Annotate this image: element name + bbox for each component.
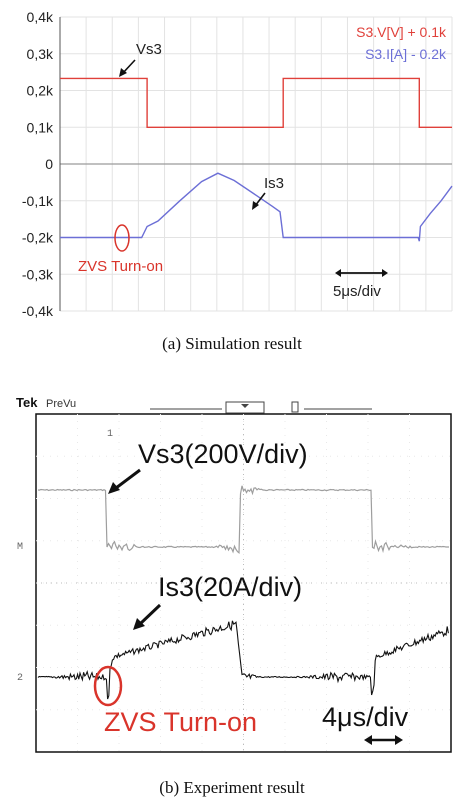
voltage-series-line [60,77,452,129]
zvs-circle-scope [93,665,123,707]
tek-brand: Tek [16,395,38,410]
ch2-marker: 2 [17,673,23,684]
current-trace [37,620,449,700]
current-series-line [60,172,453,242]
is3-scope-arrow [138,603,162,626]
is3-scope-label: Is3(20A/div) [158,572,302,602]
y-tick-label: -0,4k [22,303,54,319]
timescale-scope-left-arrow-icon [364,735,372,745]
timescale-label-scope: 4μs/div [322,702,409,732]
trigger-marker-icon [241,404,249,408]
vs3-label: Vs3 [136,41,162,58]
y-tick-label: 0,4k [27,9,54,25]
caption-b: (b) Experiment result [159,778,305,797]
y-tick-label: -0,3k [22,266,54,282]
ch1-marker: 1 [107,429,113,440]
scope-traces [37,485,449,700]
scope-grid [36,414,451,752]
zvs-label-sim: ZVS Turn-on [78,258,163,275]
legend-current: S3.I[A] - 0.2k [365,46,447,62]
timescale-right-arrow-icon [382,269,388,277]
vs3-scope-label: Vs3(200V/div) [138,439,308,469]
caption-a: (a) Simulation result [162,334,302,353]
vs3-arrow-head-icon [119,68,127,77]
simulation-series [60,77,453,242]
math-marker: M [17,542,23,553]
zvs-label-scope: ZVS Turn-on [104,707,257,737]
y-tick-label: 0,2k [27,83,54,99]
timescale-label-sim: 5μs/div [333,283,381,300]
prevu-label: PreVu [46,398,76,410]
legend-voltage: S3.V[V] + 0.1k [356,24,447,40]
is3-arrow-head-icon [252,201,259,210]
oscilloscope-panel: Tek PreVu 1 M 2 Vs3(200V/div) Is3(20A/di… [16,395,452,753]
is3-scope-arrow-head-icon [133,618,145,630]
trigger-edge-box [291,401,299,413]
simulation-chart: 0,4k 0,3k 0,2k 0,1k 0 -0,1k -0,2k -0,3k -0,4k S3… [22,9,453,319]
y-tick-label: -0,2k [22,230,54,246]
vs3-scope-arrow [115,468,141,490]
y-tick-label: 0,3k [27,46,54,62]
trigger-position-box [225,401,265,414]
y-tick-label: 0,1k [27,119,54,135]
is3-label: Is3 [264,175,284,192]
simulation-y-ticks: 0,4k 0,3k 0,2k 0,1k 0 -0,1k -0,2k -0,3k -0,4k [22,9,54,319]
timescale-scope-right-arrow-icon [395,735,403,745]
zvs-circle-sim [114,224,130,252]
y-tick-label: -0,1k [22,193,54,209]
voltage-trace [37,485,449,555]
y-tick-label: 0 [45,156,53,172]
timescale-left-arrow-icon [335,269,341,277]
vs3-scope-arrow-head-icon [108,482,120,494]
